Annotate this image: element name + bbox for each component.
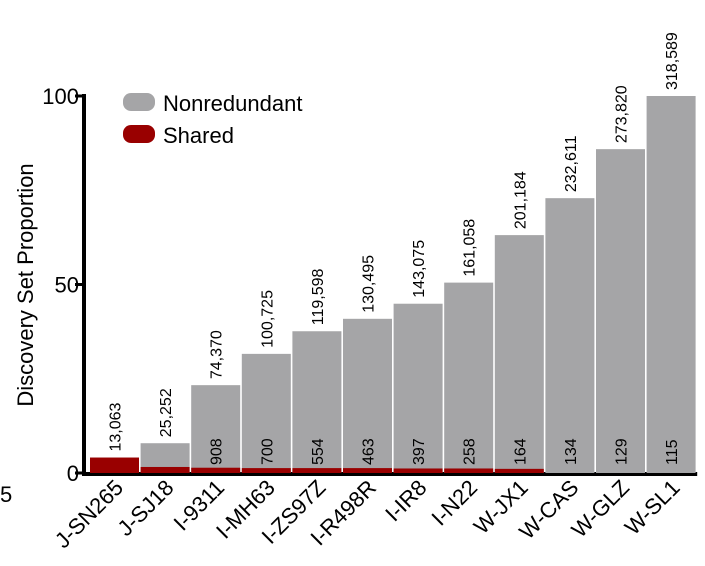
legend: Nonredundant Shared: [123, 91, 302, 148]
x-tick-label-J-SN265: J-SN265: [50, 475, 128, 553]
inner-label-I-9311: 908: [209, 438, 226, 465]
bar-shared-I-N22: [444, 468, 494, 473]
inner-label-I-MH63: 700: [259, 438, 276, 465]
stray-label: 5: [0, 482, 12, 507]
value-label-I-IR8: 143,075: [411, 240, 428, 298]
y-tick-0: [75, 471, 83, 475]
y-axis-line: [82, 94, 86, 476]
value-label-W-JX1: 201,184: [512, 171, 529, 229]
bar-shared-I-MH63: [241, 468, 291, 473]
legend-swatch-nonredundant: [123, 93, 155, 111]
bar-nonredundant-I-9311: [191, 385, 241, 473]
bar-nonredundant-I-N22: [444, 282, 494, 473]
legend-label-shared: Shared: [163, 123, 234, 148]
value-label-I-MH63: 100,725: [259, 290, 276, 348]
legend-swatch-shared: [123, 125, 155, 143]
bar-nonredundant-W-SL1: [646, 96, 696, 473]
inner-label-W-JX1: 164: [512, 438, 529, 465]
bar-nonredundant-I-IR8: [393, 303, 443, 473]
value-label-W-GLZ: 273,820: [614, 85, 631, 143]
inner-label-I-ZS97Z: 554: [310, 438, 327, 465]
bar-shared-J-SN265: [90, 457, 139, 473]
bar-shared-J-SJ18: [140, 466, 190, 473]
y-tick-50: [75, 283, 83, 286]
inner-label-I-N22: 258: [462, 438, 479, 465]
bar-nonredundant-W-CAS: [545, 198, 595, 474]
x-tick-label-I-IR8: I-IR8: [380, 475, 431, 526]
bars: [90, 96, 696, 474]
inner-label-W-SL1: 115: [664, 439, 681, 465]
bar-nonredundant-W-JX1: [494, 235, 544, 473]
y-tick-100: [75, 94, 83, 98]
y-tick-label-100: 100: [42, 84, 79, 109]
value-label-J-SN265: 13,063: [108, 403, 125, 452]
bar-shared-I-9311: [191, 467, 241, 473]
value-label-I-N22: 161,058: [462, 219, 479, 277]
x-tick-label-J-SJ18: J-SJ18: [113, 475, 179, 541]
bar-shared-I-R498R: [343, 468, 392, 473]
bar-nonredundant-I-ZS97Z: [292, 331, 342, 473]
legend-label-nonredundant: Nonredundant: [163, 91, 302, 116]
axes: 100 50 0 Discovery Set Proportion 5: [0, 84, 698, 507]
x-tick-label-W-SL1: W-SL1: [620, 475, 685, 540]
value-label-I-R498R: 130,495: [361, 255, 378, 313]
inner-label-W-GLZ: 129: [614, 438, 631, 465]
x-axis-line: [82, 472, 698, 476]
value-label-W-CAS: 232,611: [563, 135, 580, 192]
bar-nonredundant-W-GLZ: [596, 149, 645, 474]
y-tick-label-0: 0: [67, 461, 79, 486]
bar-nonredundant-I-MH63: [241, 353, 291, 473]
inner-label-I-R498R: 463: [361, 438, 378, 465]
value-label-I-9311: 74,370: [209, 330, 226, 379]
bar-shared-W-JX1: [494, 468, 544, 473]
inner-label-I-IR8: 397: [411, 438, 428, 465]
x-tick-label-W-GLZ: W-GLZ: [567, 475, 635, 543]
inner-label-W-CAS: 134: [563, 438, 580, 465]
value-label-W-SL1: 318,589: [664, 32, 681, 90]
bar-shared-I-IR8: [393, 468, 443, 473]
bar-shared-I-ZS97Z: [292, 468, 342, 473]
bar-nonredundant-I-R498R: [343, 318, 392, 473]
value-label-I-ZS97Z: 119,598: [310, 268, 327, 325]
y-axis-label: Discovery Set Proportion: [13, 163, 38, 406]
y-tick-label-50: 50: [55, 273, 79, 298]
value-label-J-SJ18: 25,252: [158, 388, 175, 437]
